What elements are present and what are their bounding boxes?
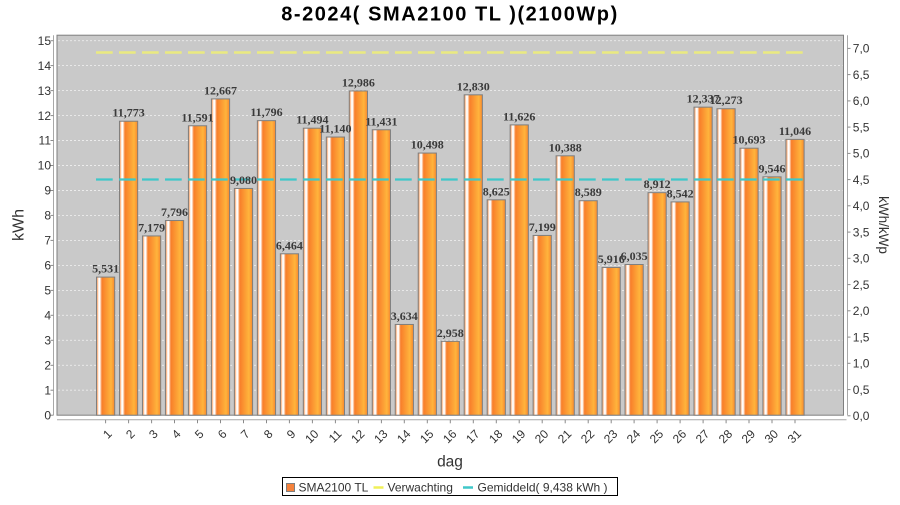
svg-text:6,035: 6,035: [621, 249, 648, 263]
svg-text:2,5: 2,5: [853, 278, 870, 292]
svg-text:11,591: 11,591: [181, 110, 213, 124]
svg-text:5,0: 5,0: [853, 147, 870, 161]
svg-text:13: 13: [38, 84, 52, 98]
svg-text:1,5: 1,5: [853, 330, 870, 344]
svg-text:11,431: 11,431: [365, 114, 397, 128]
svg-text:0,0: 0,0: [853, 409, 870, 423]
svg-text:14: 14: [38, 59, 52, 73]
svg-text:12,337: 12,337: [687, 92, 720, 106]
svg-text:11,046: 11,046: [779, 124, 811, 138]
svg-text:0: 0: [44, 408, 51, 422]
svg-text:11,626: 11,626: [503, 109, 535, 123]
svg-text:8,912: 8,912: [644, 177, 671, 191]
svg-text:11,140: 11,140: [319, 122, 351, 136]
svg-text:9,080: 9,080: [230, 173, 257, 187]
svg-text:12,273: 12,273: [710, 93, 743, 107]
svg-text:8,589: 8,589: [575, 185, 602, 199]
svg-text:kWh: kWh: [11, 209, 28, 241]
svg-text:Gemiddeld( 9,438 kWh ): Gemiddeld( 9,438 kWh ): [478, 481, 608, 495]
svg-text:SMA2100 TL: SMA2100 TL: [299, 481, 369, 495]
svg-text:6: 6: [44, 259, 51, 273]
svg-text:8-2024( SMA2100 TL )(2100Wp): 8-2024( SMA2100 TL )(2100Wp): [281, 4, 619, 26]
svg-text:dag: dag: [437, 454, 463, 471]
svg-text:11,494: 11,494: [296, 113, 328, 127]
svg-text:6,5: 6,5: [853, 68, 870, 82]
svg-text:8,625: 8,625: [483, 184, 510, 198]
svg-text:10,693: 10,693: [733, 133, 766, 147]
svg-text:7,0: 7,0: [853, 42, 870, 56]
svg-text:3,634: 3,634: [391, 309, 418, 323]
svg-text:kWh/kWp: kWh/kWp: [876, 196, 891, 254]
svg-text:8: 8: [44, 209, 51, 223]
svg-text:3,0: 3,0: [853, 252, 870, 266]
svg-text:6,464: 6,464: [276, 238, 303, 252]
svg-text:4,0: 4,0: [853, 199, 870, 213]
svg-text:2: 2: [44, 359, 51, 373]
svg-text:9: 9: [44, 184, 51, 198]
svg-text:11: 11: [39, 134, 52, 148]
svg-text:1,0: 1,0: [853, 357, 870, 371]
svg-text:1: 1: [44, 383, 51, 397]
svg-text:7,796: 7,796: [161, 205, 188, 219]
svg-text:12,986: 12,986: [342, 75, 375, 89]
svg-text:5,531: 5,531: [92, 262, 119, 276]
svg-text:12: 12: [38, 109, 52, 123]
svg-text:10: 10: [38, 159, 52, 173]
svg-text:7,199: 7,199: [529, 220, 556, 234]
svg-text:5,5: 5,5: [853, 120, 870, 134]
svg-text:9,546: 9,546: [759, 161, 786, 175]
svg-text:3,5: 3,5: [853, 225, 870, 239]
svg-text:4,5: 4,5: [853, 173, 870, 187]
svg-text:11,773: 11,773: [112, 106, 144, 120]
svg-text:11,796: 11,796: [250, 105, 282, 119]
svg-text:Verwachting: Verwachting: [388, 481, 453, 495]
svg-text:7: 7: [44, 234, 51, 248]
svg-text:12,667: 12,667: [204, 83, 237, 97]
svg-text:3: 3: [44, 334, 51, 348]
svg-text:2,0: 2,0: [853, 304, 870, 318]
svg-text:7,179: 7,179: [138, 220, 165, 234]
svg-text:15: 15: [38, 34, 52, 48]
svg-text:5,916: 5,916: [598, 252, 625, 266]
svg-text:10,498: 10,498: [411, 138, 444, 152]
svg-text:2,958: 2,958: [437, 326, 464, 340]
svg-text:12,830: 12,830: [457, 79, 490, 93]
svg-text:10,388: 10,388: [549, 140, 582, 154]
svg-text:8,542: 8,542: [667, 186, 694, 200]
svg-text:4: 4: [44, 309, 51, 323]
svg-text:0,5: 0,5: [853, 383, 870, 397]
svg-text:5: 5: [44, 284, 51, 298]
svg-text:6,0: 6,0: [853, 94, 870, 108]
